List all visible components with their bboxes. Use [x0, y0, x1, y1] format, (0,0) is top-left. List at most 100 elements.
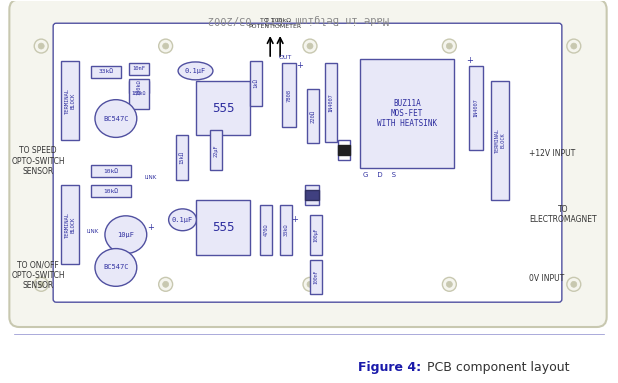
Bar: [305, 190, 319, 200]
Text: 470Ω: 470Ω: [264, 223, 269, 236]
Bar: [491, 81, 509, 200]
Bar: [61, 61, 79, 141]
Text: 180kΩ: 180kΩ: [136, 79, 142, 95]
Text: OUT: OUT: [279, 56, 292, 61]
Bar: [305, 185, 319, 205]
Circle shape: [303, 39, 317, 53]
Text: 1N4007: 1N4007: [474, 99, 479, 118]
Bar: [310, 260, 322, 294]
Ellipse shape: [169, 209, 197, 231]
Text: +: +: [466, 56, 473, 65]
Bar: [176, 136, 187, 180]
Circle shape: [567, 277, 581, 291]
Text: TO SPEED
OPTO-SWITCH
SENSOR: TO SPEED OPTO-SWITCH SENSOR: [11, 146, 65, 176]
FancyBboxPatch shape: [53, 23, 562, 302]
Bar: [61, 185, 79, 265]
Text: TERMINAL
BLOCK: TERMINAL BLOCK: [495, 128, 506, 153]
Circle shape: [307, 43, 313, 49]
Text: 1N4007: 1N4007: [328, 93, 333, 112]
Circle shape: [34, 277, 48, 291]
Circle shape: [307, 282, 313, 287]
Circle shape: [159, 277, 172, 291]
Bar: [325, 63, 337, 142]
Text: TERMINAL
BLOCK: TERMINAL BLOCK: [65, 212, 75, 238]
Bar: [310, 215, 322, 255]
Bar: [282, 63, 296, 128]
Ellipse shape: [95, 100, 137, 137]
Circle shape: [38, 43, 44, 49]
Text: LED: LED: [339, 148, 349, 153]
Bar: [195, 200, 250, 255]
Bar: [360, 59, 454, 168]
Text: LED: LED: [307, 193, 316, 198]
Text: TO
ELECTROMAGNET: TO ELECTROMAGNET: [529, 205, 596, 224]
Text: 22µF: 22µF: [214, 144, 219, 157]
Text: +: +: [297, 61, 303, 70]
Text: 180kΩ: 180kΩ: [132, 91, 146, 96]
Text: G    D    S: G D S: [363, 172, 396, 178]
Text: 220Ω: 220Ω: [310, 110, 315, 123]
Text: +12V INPUT: +12V INPUT: [529, 149, 575, 158]
Text: 0V INPUT: 0V INPUT: [529, 275, 564, 283]
Text: 10nF: 10nF: [132, 66, 145, 71]
Circle shape: [442, 277, 456, 291]
Text: +: +: [147, 223, 154, 232]
Text: 33kΩ: 33kΩ: [284, 223, 289, 236]
Bar: [280, 205, 292, 255]
Circle shape: [446, 282, 452, 287]
Text: BC547C: BC547C: [103, 264, 129, 270]
Circle shape: [163, 282, 169, 287]
Bar: [211, 131, 222, 170]
Text: 555: 555: [211, 221, 234, 234]
Text: 0.1µF: 0.1µF: [185, 68, 206, 74]
Circle shape: [442, 39, 456, 53]
Bar: [195, 81, 250, 136]
FancyBboxPatch shape: [9, 0, 607, 327]
Text: 1kΩ: 1kΩ: [254, 79, 259, 88]
Text: 7808: 7808: [287, 89, 292, 102]
Ellipse shape: [178, 62, 213, 80]
Text: 10kΩ: 10kΩ: [103, 188, 119, 193]
Text: 0.1µF: 0.1µF: [172, 217, 193, 223]
Text: 10kΩ: 10kΩ: [103, 169, 119, 173]
Text: 100nF: 100nF: [313, 270, 318, 284]
Bar: [129, 79, 149, 109]
Circle shape: [303, 277, 317, 291]
Circle shape: [38, 282, 44, 287]
Bar: [91, 165, 131, 177]
Circle shape: [571, 43, 577, 49]
Text: 100µF: 100µF: [313, 228, 318, 242]
Bar: [129, 81, 149, 93]
Text: 15kΩ: 15kΩ: [179, 151, 184, 164]
Circle shape: [163, 43, 169, 49]
Bar: [469, 66, 483, 150]
Text: 555: 555: [211, 101, 234, 115]
Text: TO 100kΩ
POTENTIOMETER: TO 100kΩ POTENTIOMETER: [248, 18, 302, 29]
Circle shape: [34, 39, 48, 53]
Text: 10µF: 10µF: [117, 232, 134, 238]
Bar: [338, 141, 350, 160]
Text: Made in Belgium  G11  03/2002: Made in Belgium G11 03/2002: [208, 14, 389, 24]
Text: LINK: LINK: [145, 175, 157, 180]
Text: +: +: [292, 215, 298, 224]
Ellipse shape: [105, 216, 146, 254]
Circle shape: [567, 39, 581, 53]
Bar: [250, 61, 262, 106]
Text: PCB component layout: PCB component layout: [423, 361, 570, 374]
Text: TERMINAL
BLOCK: TERMINAL BLOCK: [65, 88, 75, 114]
Circle shape: [571, 282, 577, 287]
Text: 33kΩ: 33kΩ: [98, 69, 114, 74]
Bar: [338, 145, 350, 155]
Circle shape: [446, 43, 452, 49]
Text: TO ON/OFF
OPTO-SWITCH
SENSOR: TO ON/OFF OPTO-SWITCH SENSOR: [11, 260, 65, 290]
Text: BUZ11A
MOS-FET
WITH HEATSINK: BUZ11A MOS-FET WITH HEATSINK: [377, 99, 437, 128]
Bar: [91, 66, 121, 78]
Text: Figure 4:: Figure 4:: [358, 361, 421, 374]
Bar: [260, 205, 272, 255]
Bar: [307, 89, 319, 143]
Text: BC547C: BC547C: [103, 116, 129, 121]
Circle shape: [159, 39, 172, 53]
Bar: [129, 63, 149, 75]
Bar: [91, 185, 131, 197]
Ellipse shape: [95, 249, 137, 286]
